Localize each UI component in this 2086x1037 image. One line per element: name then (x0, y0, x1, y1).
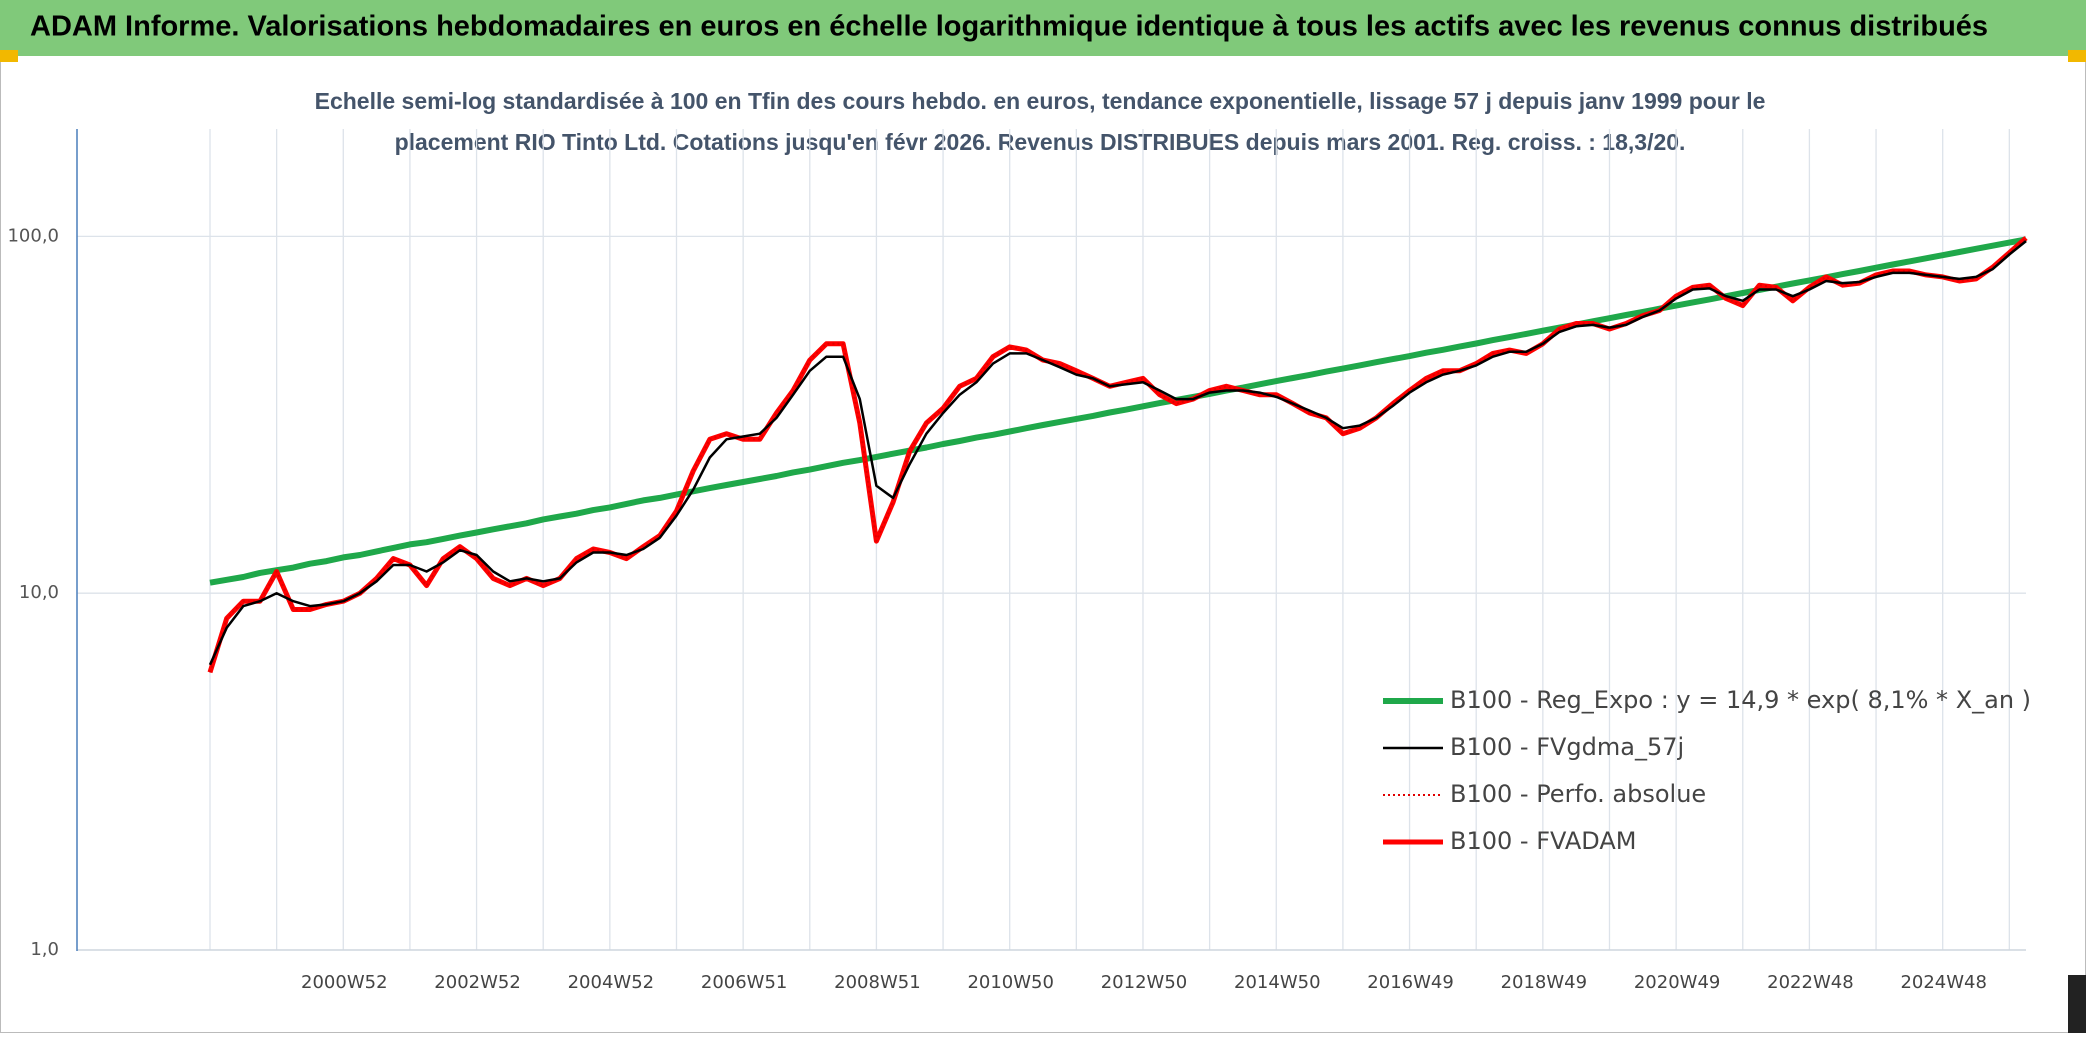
legend-label: B100 - FVADAM (1450, 827, 1636, 855)
grid: 1,0 10,0 100,0 2000W52 2002W52 2004W52 2006W51… (7, 129, 2026, 993)
legend-label: B100 - Perfo. absolue (1450, 780, 1706, 808)
x-tick-label: 2000W52 (301, 972, 388, 993)
x-tick-label: 2014W50 (1234, 972, 1321, 993)
legend-label: B100 - Reg_Expo : y = 14,9 * exp( 8,1% *… (1450, 686, 2031, 714)
corner (0, 50, 18, 62)
series-line (208, 240, 2027, 666)
y-tick-label: 100,0 (7, 225, 59, 246)
chart-title: ADAM Informe. Valorisations hebdomadaire… (30, 11, 1988, 43)
x-tick-label: 2018W49 (1501, 972, 1588, 993)
legend-label: B100 - FVgdma_57j (1450, 733, 1684, 761)
x-tick-label: 2004W52 (568, 972, 655, 993)
subtitle: placement RIO Tinto Ltd. Cotations jusqu… (395, 129, 1686, 155)
x-tick-label: 2022W48 (1767, 972, 1854, 993)
y-tick-label: 1,0 (30, 939, 59, 960)
x-tick-label: 2006W51 (701, 972, 788, 993)
x-tick-label: 2012W50 (1101, 972, 1188, 993)
x-tick-label: 2010W50 (967, 972, 1054, 993)
corner (2068, 975, 2086, 1033)
y-tick-label: 10,0 (19, 582, 59, 603)
corner (2068, 50, 2086, 62)
x-tick-label: 2008W51 (834, 972, 921, 993)
title-bar (0, 0, 2086, 56)
x-tick-label: 2020W49 (1634, 972, 1721, 993)
subtitle: Echelle semi-log standardisée à 100 en T… (315, 88, 1766, 114)
x-tick-label: 2016W49 (1367, 972, 1454, 993)
x-tick-label: 2002W52 (434, 972, 521, 993)
x-tick-label: 2024W48 (1900, 972, 1987, 993)
plot (207, 236, 2028, 674)
legend: B100 - Reg_Expo : y = 14,9 * exp( 8,1% *… (1383, 686, 2031, 855)
